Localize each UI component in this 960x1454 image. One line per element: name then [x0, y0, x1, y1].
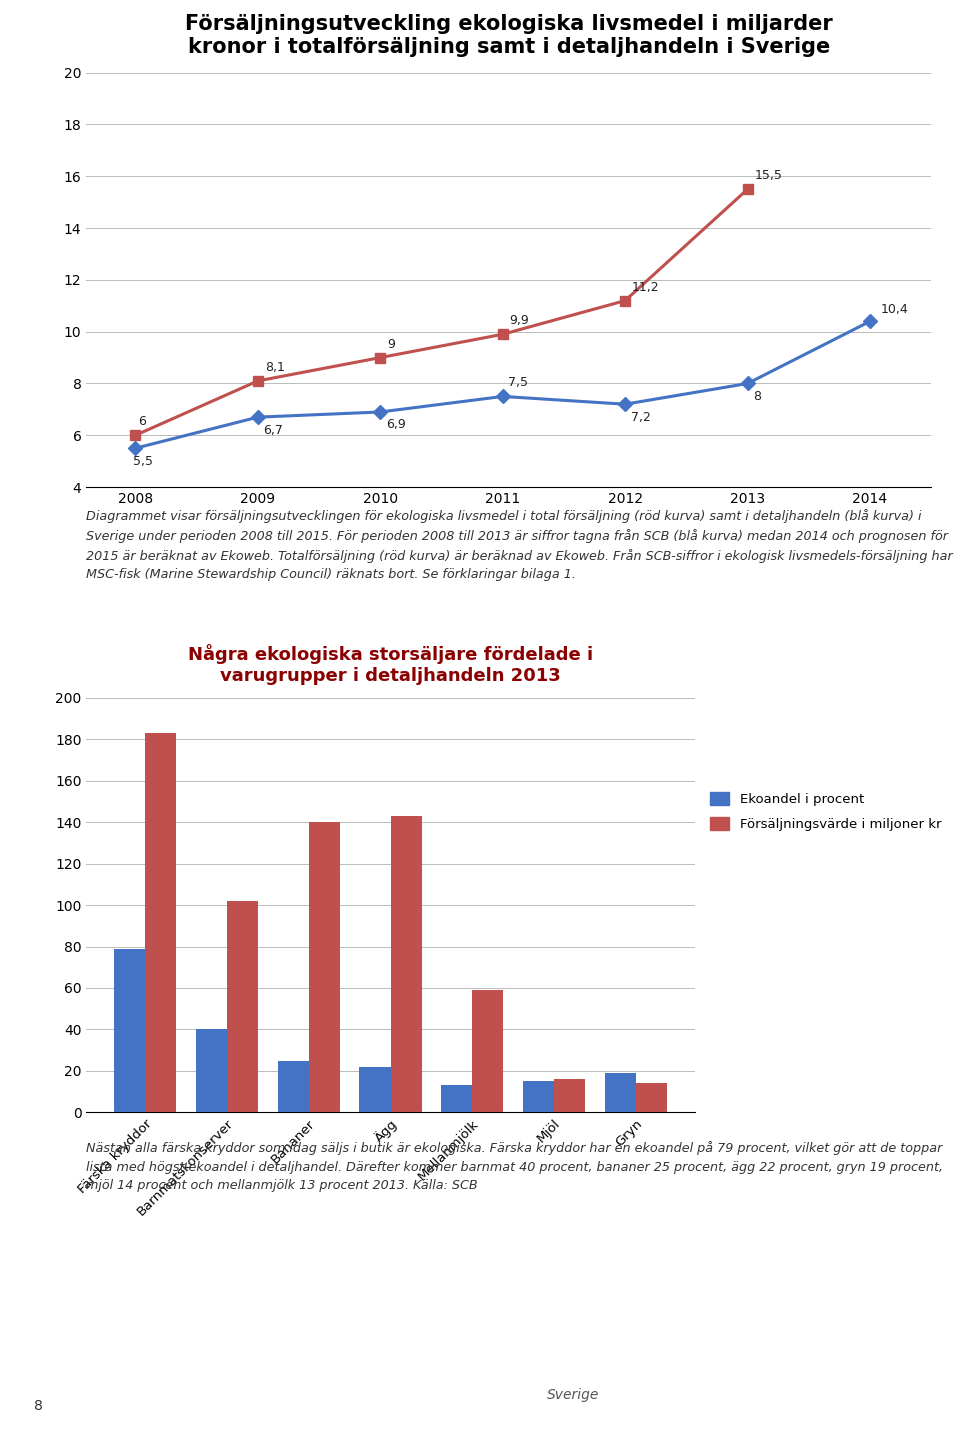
Text: Diagrammet visar försäljningsutvecklingen för ekologiska livsmedel i total försä: Diagrammet visar försäljningsutvecklinge…: [86, 509, 953, 582]
Text: 10,4: 10,4: [881, 302, 909, 316]
Bar: [554, 1079, 586, 1112]
Bar: [359, 1067, 391, 1112]
Title: Några ekologiska storsäljare fördelade i
varugrupper i detaljhandeln 2013: Några ekologiska storsäljare fördelade i…: [188, 644, 593, 685]
Bar: [472, 990, 503, 1112]
Text: EKO: EKO: [388, 1380, 428, 1397]
Bar: [442, 1085, 472, 1112]
Bar: [605, 1073, 636, 1112]
Text: 6,7: 6,7: [263, 423, 283, 436]
Text: 8: 8: [753, 390, 761, 403]
Bar: [277, 1060, 309, 1112]
Text: 9,9: 9,9: [510, 314, 529, 327]
Text: 8: 8: [34, 1399, 42, 1413]
Text: 15,5: 15,5: [755, 169, 782, 182]
Bar: [523, 1082, 554, 1112]
Text: 7,2: 7,2: [631, 410, 651, 423]
Bar: [309, 822, 340, 1112]
Text: 5,5: 5,5: [132, 455, 153, 468]
Text: Sverige: Sverige: [547, 1387, 600, 1402]
Text: 6: 6: [138, 416, 146, 429]
Title: Försäljningsutveckling ekologiska livsmedel i miljarder
kronor i totalförsäljnin: Försäljningsutveckling ekologiska livsme…: [185, 15, 832, 57]
Bar: [145, 733, 177, 1112]
Bar: [227, 901, 258, 1112]
Bar: [636, 1083, 667, 1112]
Text: Nästan alla färska kryddor som idag säljs i butik är ekologiska. Färska kryddor : Nästan alla färska kryddor som idag sälj…: [86, 1141, 944, 1192]
Text: WEB: WEB: [463, 1380, 509, 1397]
Text: 6,9: 6,9: [386, 419, 405, 432]
Text: 7,5: 7,5: [508, 377, 528, 390]
Text: 9: 9: [387, 337, 396, 350]
Text: 8,1: 8,1: [265, 361, 284, 374]
Text: 11,2: 11,2: [632, 281, 660, 294]
Legend: Ekoandel i procent, Försäljningsvärde i miljoner kr: Ekoandel i procent, Försäljningsvärde i …: [709, 792, 942, 830]
Bar: [196, 1029, 227, 1112]
Bar: [114, 948, 145, 1112]
Bar: [391, 816, 421, 1112]
